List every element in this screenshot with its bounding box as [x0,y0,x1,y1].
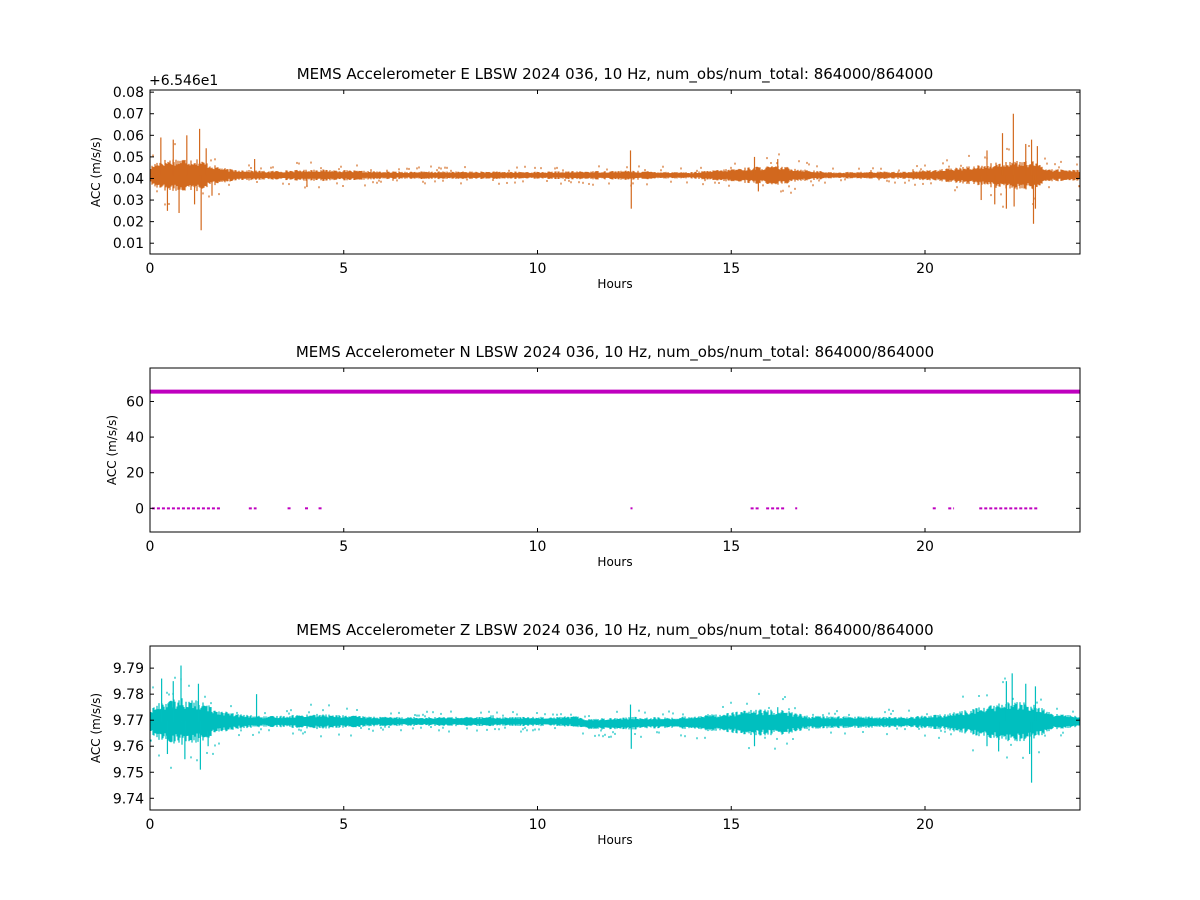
panel-e-ytick-label: 0.03 [113,193,144,209]
panel-z-xtick-label: 15 [722,817,740,833]
panel-e-ytick-label: 0.05 [113,150,144,166]
panel-e-ytick-label: 0.08 [113,85,144,101]
panel-z-noise-band [150,665,1080,783]
panel-e-xlabel: Hours [597,277,632,291]
panel-e-title: MEMS Accelerometer E LBSW 2024 036, 10 H… [297,65,934,84]
panel-n-xtick-label: 10 [529,539,547,555]
panel-n-xtick-label: 5 [339,539,348,555]
panel-n-xlabel: Hours [597,555,632,569]
panel-e-marks [150,113,1080,231]
panel-n-ticks: 0 5 10 15 20 0 20 40 60 [126,368,1080,555]
panel-z-xlabel: Hours [597,833,632,847]
panel-e-ticks: 0 5 10 15 20 0.01 0.02 0.03 0.04 0.05 0.06 0.07 0.08 [113,85,1080,277]
panel-e-xtick-label: 10 [529,261,547,277]
panel-e-xtick-label: 0 [146,261,155,277]
panel-n-ylabel: ACC (m/s/s) [105,415,119,485]
panel-e-ytick-label: 0.07 [113,107,144,123]
panel-z-ytick-label: 9.75 [113,765,144,781]
panel-e-offset-text: +6.546e1 [149,73,218,89]
panel-e-noise-band [150,113,1080,231]
panel-e-ytick-label: 0.04 [113,171,144,187]
panel-z-xtick-label: 0 [146,817,155,833]
panel-e-xtick-label: 5 [339,261,348,277]
panel-z-xtick-label: 10 [529,817,547,833]
panel-z-ylabel: ACC (m/s/s) [89,693,103,763]
panel-e-xtick-label: 15 [722,261,740,277]
panel-n-xtick-label: 0 [146,539,155,555]
panel-n: MEMS Accelerometer N LBSW 2024 036, 10 H… [105,343,1081,569]
panel-z-xtick-label: 5 [339,817,348,833]
panel-z-ytick-label: 9.76 [113,739,144,755]
panel-z-frame [149,645,1081,811]
panel-e-ytick-label: 0.01 [113,236,144,252]
panel-z-ytick-label: 9.74 [113,791,144,807]
panel-n-frame [149,367,1081,533]
panel-e-xtick-label: 20 [916,261,934,277]
panel-z-ytick-label: 9.77 [113,713,144,729]
panel-e: MEMS Accelerometer E LBSW 2024 036, 10 H… [89,65,1081,291]
panel-z-ytick-label: 9.78 [113,687,144,703]
panel-n-marks [150,389,1080,510]
panel-z-xtick-label: 20 [916,817,934,833]
panel-z-ytick-label: 9.79 [113,661,144,677]
panel-z-marks [150,665,1080,783]
panel-z: MEMS Accelerometer Z LBSW 2024 036, 10 H… [89,621,1081,847]
panel-e-ytick-label: 0.02 [113,215,144,231]
panel-n-ytick-label: 20 [126,466,144,482]
panel-z-ticks: 0 5 10 15 20 9.74 9.75 9.76 9.77 9.78 9.79 [113,646,1080,833]
panel-n-ytick-label: 0 [135,501,144,517]
panel-e-ytick-label: 0.06 [113,128,144,144]
panel-n-xtick-label: 15 [722,539,740,555]
panel-n-xtick-label: 20 [916,539,934,555]
panel-z-title: MEMS Accelerometer Z LBSW 2024 036, 10 H… [296,621,933,640]
panel-e-frame [149,89,1081,255]
panel-n-ytick-label: 40 [126,430,144,446]
panel-n-title: MEMS Accelerometer N LBSW 2024 036, 10 H… [296,343,934,362]
panel-e-ylabel: ACC (m/s/s) [89,137,103,207]
panel-n-ytick-label: 60 [126,394,144,410]
